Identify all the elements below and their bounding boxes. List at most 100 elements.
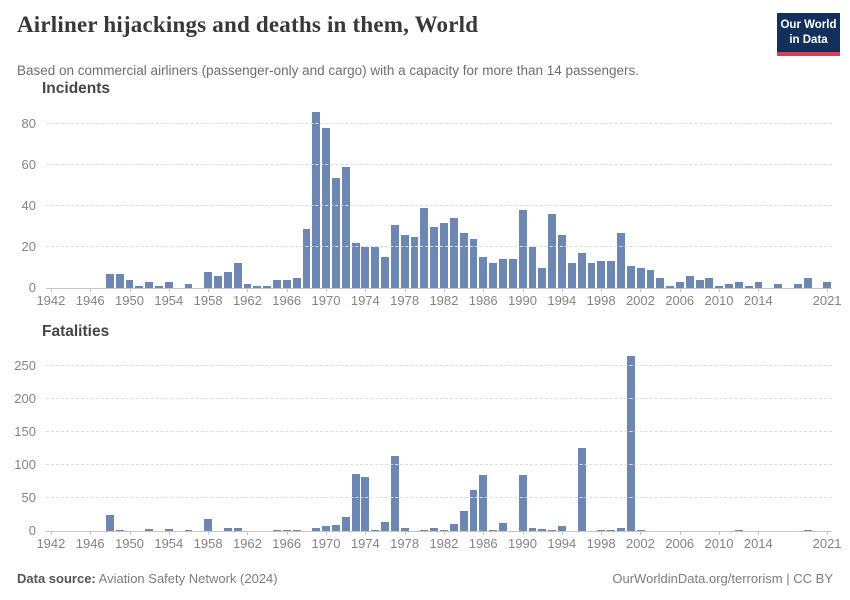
bar-2018[interactable] — [793, 283, 802, 288]
bar-1952[interactable] — [145, 281, 154, 288]
bar-1970[interactable] — [322, 526, 331, 531]
bar-1987[interactable] — [489, 529, 498, 531]
bar-2008[interactable] — [695, 279, 704, 288]
bar-2006[interactable] — [675, 281, 684, 288]
bar-1956[interactable] — [184, 283, 193, 288]
bar-1949[interactable] — [115, 529, 124, 531]
bar-1958[interactable] — [204, 271, 213, 288]
bar-1990[interactable] — [518, 210, 527, 288]
bar-1983[interactable] — [449, 218, 458, 288]
bar-2002[interactable] — [636, 267, 645, 288]
bar-1983[interactable] — [449, 524, 458, 531]
bar-1982[interactable] — [440, 222, 448, 288]
bar-1991[interactable] — [528, 247, 537, 288]
bar-2004[interactable] — [656, 277, 665, 288]
bar-1971[interactable] — [332, 525, 340, 531]
bar-1978[interactable] — [400, 528, 409, 531]
bar-1964[interactable] — [263, 285, 272, 288]
bar-1991[interactable] — [528, 527, 537, 531]
bar-1967[interactable] — [292, 530, 301, 531]
bar-1977[interactable] — [390, 456, 399, 531]
bar-1954[interactable] — [164, 281, 173, 288]
bar-1966[interactable] — [282, 279, 291, 288]
bar-1950[interactable] — [125, 279, 134, 288]
bar-1969[interactable] — [312, 112, 321, 288]
bar-1984[interactable] — [459, 232, 468, 288]
bar-1976[interactable] — [381, 521, 389, 531]
bar-2002[interactable] — [636, 529, 645, 531]
bar-1996[interactable] — [577, 253, 586, 288]
bar-1948[interactable] — [105, 514, 114, 531]
bar-1988[interactable] — [499, 259, 507, 288]
owid-logo[interactable]: Our World in Data — [777, 13, 840, 56]
bar-1954[interactable] — [164, 529, 173, 531]
bar-1987[interactable] — [489, 263, 498, 288]
bar-1972[interactable] — [341, 517, 350, 531]
bar-2019[interactable] — [803, 277, 812, 288]
bar-1977[interactable] — [390, 224, 399, 288]
bar-1961[interactable] — [233, 527, 242, 531]
bar-1997[interactable] — [587, 263, 596, 288]
bar-1988[interactable] — [499, 523, 507, 531]
bar-1999[interactable] — [607, 261, 616, 288]
bar-1972[interactable] — [341, 167, 350, 288]
bar-2012[interactable] — [734, 281, 743, 288]
bar-1998[interactable] — [597, 261, 606, 288]
bar-1982[interactable] — [440, 530, 448, 531]
bar-2003[interactable] — [646, 269, 655, 288]
bar-1961[interactable] — [233, 263, 242, 288]
bar-1959[interactable] — [214, 275, 222, 288]
bar-1992[interactable] — [538, 267, 547, 288]
bar-1948[interactable] — [105, 273, 114, 288]
bar-2005[interactable] — [666, 285, 675, 288]
bar-1999[interactable] — [607, 529, 616, 531]
bar-1966[interactable] — [282, 530, 291, 531]
bar-2000[interactable] — [617, 527, 625, 531]
bar-1986[interactable] — [479, 257, 488, 288]
owid-url-link[interactable]: OurWorldinData.org/terrorism — [612, 571, 783, 586]
bar-1953[interactable] — [155, 285, 163, 288]
bar-2007[interactable] — [685, 275, 694, 288]
bar-1951[interactable] — [135, 285, 144, 288]
bar-1984[interactable] — [459, 511, 468, 531]
bar-1969[interactable] — [312, 527, 321, 531]
bar-1990[interactable] — [518, 474, 527, 531]
bar-2001[interactable] — [626, 356, 635, 531]
bar-1981[interactable] — [430, 527, 439, 531]
bar-1967[interactable] — [292, 277, 301, 288]
bar-1978[interactable] — [400, 234, 409, 288]
bar-1963[interactable] — [253, 285, 262, 288]
bar-2013[interactable] — [744, 285, 753, 288]
bar-2019[interactable] — [803, 530, 812, 531]
bar-1956[interactable] — [184, 530, 193, 531]
bar-1960[interactable] — [223, 528, 232, 531]
bar-1980[interactable] — [420, 530, 429, 531]
bar-2014[interactable] — [754, 281, 763, 288]
bar-2011[interactable] — [725, 283, 733, 288]
bar-1998[interactable] — [597, 530, 606, 531]
bar-1949[interactable] — [115, 273, 124, 288]
bar-1985[interactable] — [469, 238, 478, 288]
bar-1995[interactable] — [567, 263, 576, 288]
bar-1993[interactable] — [548, 214, 557, 288]
bar-1985[interactable] — [469, 490, 478, 531]
bar-1960[interactable] — [223, 271, 232, 288]
bar-1962[interactable] — [243, 283, 252, 288]
bar-1974[interactable] — [361, 247, 370, 288]
bar-1992[interactable] — [538, 529, 547, 531]
bar-1971[interactable] — [332, 177, 340, 288]
bar-1970[interactable] — [322, 128, 331, 288]
bar-1952[interactable] — [145, 529, 154, 531]
bar-1975[interactable] — [371, 529, 380, 531]
bar-2000[interactable] — [617, 232, 625, 288]
bar-2009[interactable] — [705, 277, 714, 288]
bar-1958[interactable] — [204, 519, 213, 531]
bar-2012[interactable] — [734, 530, 743, 531]
bar-1993[interactable] — [548, 529, 557, 531]
bar-1965[interactable] — [273, 530, 281, 531]
bar-2010[interactable] — [715, 285, 724, 288]
bar-1968[interactable] — [302, 228, 311, 288]
bar-2021[interactable] — [823, 281, 832, 288]
bar-1975[interactable] — [371, 247, 380, 288]
bar-1981[interactable] — [430, 226, 439, 288]
